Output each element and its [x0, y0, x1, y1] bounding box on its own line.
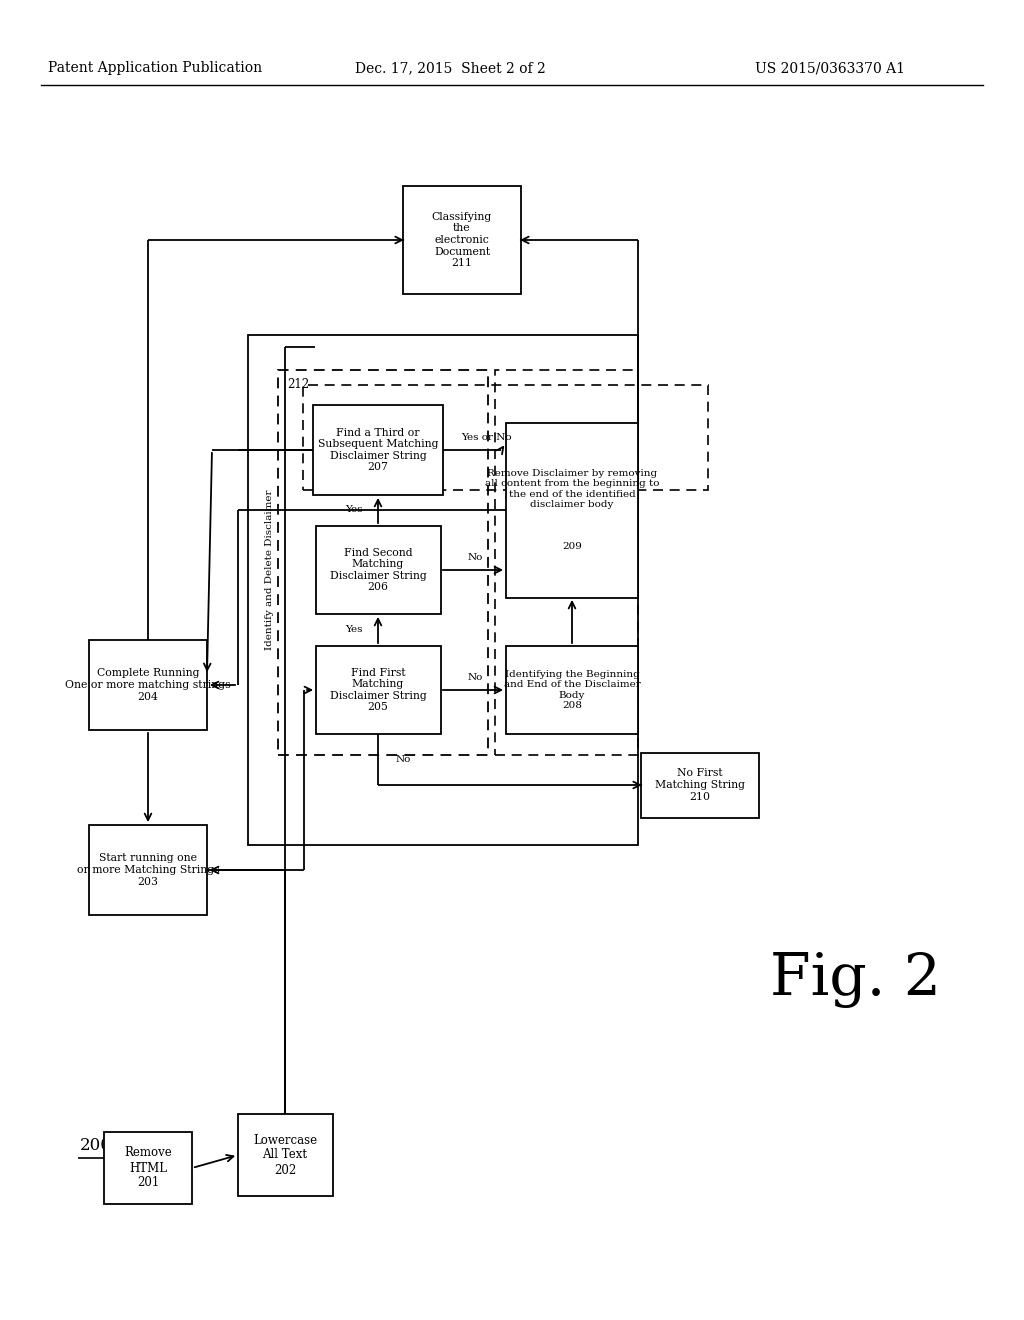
Text: Identifying the Beginning
and End of the Disclaimer
Body
208: Identifying the Beginning and End of the…: [504, 671, 640, 710]
Bar: [248, 335, 638, 845]
Text: No: No: [467, 673, 482, 682]
Bar: [278, 370, 488, 755]
Text: No: No: [467, 553, 482, 562]
Text: Yes: Yes: [345, 626, 362, 635]
Text: Find Second
Matching
Disclaimer String
206: Find Second Matching Disclaimer String 2…: [330, 548, 426, 593]
Text: No First
Matching String
210: No First Matching String 210: [655, 768, 745, 801]
Text: Lowercase
All Text
202: Lowercase All Text 202: [253, 1134, 317, 1176]
Text: Find a Third or
Subsequent Matching
Disclaimer String
207: Find a Third or Subsequent Matching Disc…: [317, 428, 438, 473]
Bar: [303, 385, 708, 490]
Text: Remove Disclaimer by removing
all content from the beginning to
the end of the i: Remove Disclaimer by removing all conten…: [484, 469, 659, 550]
Text: Dec. 17, 2015  Sheet 2 of 2: Dec. 17, 2015 Sheet 2 of 2: [354, 61, 546, 75]
Text: Patent Application Publication: Patent Application Publication: [48, 61, 262, 75]
Text: Classifying
the
electronic
Document
211: Classifying the electronic Document 211: [432, 211, 493, 268]
Text: Remove
HTML
201: Remove HTML 201: [124, 1147, 172, 1189]
Text: Yes: Yes: [345, 506, 362, 515]
Text: Start running one
or more Matching Strings
203: Start running one or more Matching Strin…: [77, 854, 219, 887]
Bar: [313, 405, 443, 495]
Bar: [315, 645, 440, 734]
Text: Find First
Matching
Disclaimer String
205: Find First Matching Disclaimer String 20…: [330, 668, 426, 713]
Text: Identify and Delete Disclaimer: Identify and Delete Disclaimer: [265, 490, 274, 651]
Bar: [641, 752, 759, 817]
Text: No: No: [396, 755, 412, 763]
Text: Fig. 2: Fig. 2: [770, 952, 941, 1008]
Bar: [506, 422, 638, 598]
Bar: [315, 525, 440, 614]
Bar: [506, 645, 638, 734]
Bar: [89, 640, 207, 730]
Bar: [495, 370, 638, 755]
Bar: [104, 1133, 193, 1204]
Text: 200: 200: [80, 1137, 112, 1154]
Text: 212: 212: [287, 378, 309, 391]
Bar: [238, 1114, 333, 1196]
Text: Yes or No: Yes or No: [461, 433, 512, 442]
Bar: [403, 186, 521, 294]
Text: US 2015/0363370 A1: US 2015/0363370 A1: [755, 61, 905, 75]
Bar: [89, 825, 207, 915]
Text: Complete Running
One or more matching strings
204: Complete Running One or more matching st…: [66, 668, 230, 702]
